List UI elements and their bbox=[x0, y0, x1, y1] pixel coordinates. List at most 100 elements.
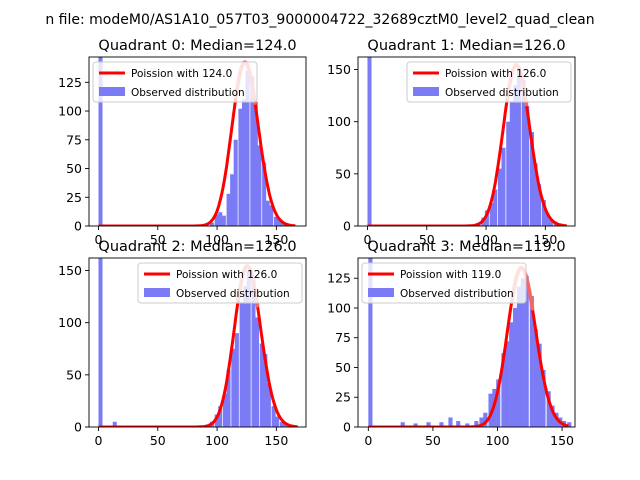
figure-suptitle: n file: modeM0/AS1A10_057T03_9000004722_… bbox=[45, 12, 594, 28]
x-tick-label: 100 bbox=[205, 433, 229, 448]
hist-bar bbox=[266, 383, 271, 427]
legend-label-poisson: Poission with 126.0 bbox=[176, 269, 277, 281]
hist-bar bbox=[529, 132, 534, 226]
hist-bar bbox=[214, 414, 219, 427]
y-tick-label: 125 bbox=[327, 271, 351, 286]
hist-bar bbox=[489, 203, 494, 226]
hist-bar bbox=[521, 79, 526, 226]
hist-bar bbox=[509, 100, 514, 226]
y-tick-label: 125 bbox=[58, 75, 82, 90]
y-tick-label: 0 bbox=[343, 219, 351, 234]
hist-bar bbox=[245, 70, 250, 226]
hist-bar bbox=[479, 417, 484, 427]
hist-bar bbox=[368, 258, 373, 427]
hist-bar bbox=[567, 422, 572, 427]
hist-bar bbox=[112, 421, 117, 427]
legend-box bbox=[406, 61, 572, 103]
hist-bar bbox=[283, 423, 288, 427]
hist-bar bbox=[98, 258, 103, 427]
legend-label-poisson: Poission with 119.0 bbox=[400, 269, 501, 281]
hist-bar bbox=[255, 317, 260, 427]
hist-bar bbox=[98, 57, 103, 226]
y-tick-label: 50 bbox=[66, 161, 82, 176]
hist-bar bbox=[263, 353, 268, 427]
plot-area bbox=[368, 258, 572, 427]
x-tick-label: 0 bbox=[364, 232, 372, 247]
y-tick-label: 0 bbox=[74, 420, 82, 435]
x-tick-label: 50 bbox=[425, 433, 441, 448]
hist-bar bbox=[241, 99, 246, 226]
hist-bar bbox=[209, 222, 214, 226]
hist-bar bbox=[548, 219, 553, 226]
hist-bar bbox=[243, 286, 248, 427]
hist-bar bbox=[251, 275, 256, 427]
x-tick-label: 50 bbox=[150, 433, 166, 448]
axes-frame bbox=[357, 257, 576, 428]
y-tick-label: 50 bbox=[335, 166, 351, 181]
y-tick-label: 100 bbox=[327, 114, 351, 129]
legend-label-poisson: Poission with 124.0 bbox=[131, 68, 232, 80]
x-tick-label: 0 bbox=[364, 433, 372, 448]
hist-bar bbox=[239, 301, 244, 427]
hist-bar bbox=[400, 422, 405, 427]
hist-bar bbox=[456, 421, 461, 427]
hist-bar bbox=[541, 199, 546, 226]
hist-bar bbox=[439, 422, 444, 427]
hist-bar bbox=[257, 145, 262, 226]
legend-box bbox=[92, 61, 258, 103]
legend: Poission with 126.0 Observed distribution bbox=[406, 61, 572, 103]
hist-bar bbox=[537, 343, 542, 427]
y-tick-label: 25 bbox=[335, 390, 351, 405]
hist-bar bbox=[238, 108, 243, 226]
subplot-quadrant-0: 0 50 100 150 0 25 50 75 100 125 Quadrant 0: Median… bbox=[58, 38, 307, 247]
hist-bar bbox=[262, 162, 267, 226]
subplot-title: Quadrant 0: Median=124.0 bbox=[98, 38, 296, 54]
hist-bar bbox=[474, 421, 479, 427]
subplot-quadrant-2: 0 50 100 150 0 50 100 150 Quadrant 2: Median=126… bbox=[58, 239, 307, 448]
hist-bar bbox=[448, 417, 453, 427]
y-tick-label: 100 bbox=[327, 300, 351, 315]
hist-bar bbox=[516, 69, 521, 226]
y-tick-label: 150 bbox=[58, 263, 82, 278]
hist-bar bbox=[221, 215, 226, 226]
legend-label-poisson: Poission with 126.0 bbox=[445, 68, 546, 80]
hist-bar bbox=[541, 369, 546, 427]
x-tick-label: 150 bbox=[533, 232, 557, 247]
subplot-quadrant-3: 0 50 100 150 0 25 50 75 100 125 Quadrant 3: Median… bbox=[327, 239, 576, 448]
hist-bar bbox=[413, 423, 418, 427]
hist-bar bbox=[233, 139, 238, 226]
x-tick-label: 150 bbox=[264, 232, 288, 247]
hist-bar bbox=[275, 416, 280, 427]
axes-frame bbox=[88, 257, 307, 428]
subplot-title: Quadrant 3: Median=119.0 bbox=[367, 239, 565, 255]
legend: Poission with 119.0 Observed distribution bbox=[361, 262, 527, 304]
legend-box bbox=[361, 262, 527, 304]
hist-bar bbox=[259, 343, 264, 427]
x-tick-label: 100 bbox=[486, 433, 510, 448]
hist-bar bbox=[513, 85, 518, 226]
y-tick-label: 50 bbox=[66, 367, 82, 382]
hist-bar bbox=[218, 212, 223, 226]
hist-bar bbox=[234, 333, 239, 427]
hist-bar bbox=[484, 210, 489, 226]
hist-bar bbox=[246, 270, 251, 427]
hist-bar bbox=[279, 421, 284, 427]
hist-bar bbox=[506, 121, 511, 226]
hist-bar bbox=[426, 422, 431, 427]
legend-label-observed: Observed distribution bbox=[131, 87, 245, 99]
legend-hist-swatch bbox=[99, 87, 125, 96]
subplot-title: Quadrant 2: Median=126.0 bbox=[98, 239, 296, 255]
hist-bar bbox=[501, 147, 506, 226]
hist-bar bbox=[218, 406, 223, 427]
hist-bar bbox=[367, 57, 372, 226]
x-tick-label: 50 bbox=[419, 232, 435, 247]
hist-bar bbox=[509, 322, 514, 427]
axes-frame bbox=[88, 56, 307, 227]
hist-bar bbox=[525, 106, 530, 226]
hist-bar bbox=[230, 174, 235, 226]
hist-bar bbox=[533, 329, 538, 427]
hist-bar bbox=[537, 184, 542, 226]
hist-bar bbox=[250, 76, 255, 226]
y-tick-label: 100 bbox=[58, 104, 82, 119]
